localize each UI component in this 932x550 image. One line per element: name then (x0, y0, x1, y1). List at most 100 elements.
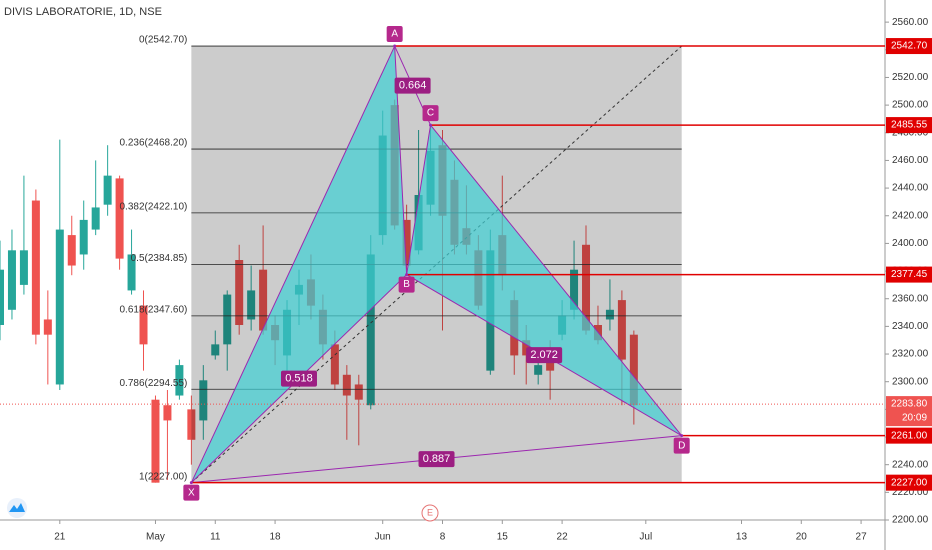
x-tick-label: May (146, 532, 165, 543)
ratio-label: 2.072 (530, 349, 558, 361)
ratio-label: 0.887 (423, 453, 451, 465)
point-label: X (188, 487, 195, 498)
y-tick-label: 2440.00 (892, 183, 929, 194)
x-tick-label: 27 (856, 532, 868, 543)
y-tick-label: 2500.00 (892, 100, 929, 111)
ratio-box (418, 451, 455, 468)
price-tag (886, 266, 932, 283)
point-label: D (678, 440, 685, 451)
y-tick-label: 2340.00 (892, 321, 929, 332)
candle-body (534, 365, 543, 375)
candle-body (223, 294, 232, 345)
candle-body (570, 269, 579, 310)
plot-area: 0(2542.70) 0.236(2468.20) 0.382(2422.10) 0.… (0, 35, 683, 484)
candle-body (0, 269, 4, 325)
price-tag-label: 2261.00 (891, 430, 928, 441)
candle-body (103, 175, 112, 205)
chart-title: DIVIS LABORATORIE, 1D, NSE (4, 6, 162, 18)
fib-label: 0.786(2294.55) (120, 378, 188, 389)
pattern-point (405, 273, 409, 277)
x-tick-label: 21 (54, 532, 66, 543)
candle-body (7, 250, 16, 310)
pattern-point (429, 123, 433, 127)
point-box (422, 105, 439, 122)
candle-body (605, 309, 614, 320)
point-label: C (427, 108, 434, 119)
candle-body (402, 219, 411, 266)
candle-body (67, 235, 76, 266)
x-tick-label: 13 (736, 532, 748, 543)
last-price-tag (886, 396, 932, 427)
pattern-point (680, 434, 684, 438)
x-tick-label: Jun (375, 532, 391, 543)
y-tick-label: 2240.00 (892, 459, 929, 470)
price-tag (886, 427, 932, 444)
x-tick-label: Jul (639, 532, 652, 543)
candle-body (19, 250, 28, 285)
candle-body (259, 269, 268, 331)
fib-label: 0.382(2422.10) (120, 201, 188, 212)
last-price-label: 2283.80 (891, 399, 928, 410)
candle-body (127, 254, 136, 291)
x-tick-label: 20 (796, 532, 808, 543)
ratio-label: 0.518 (285, 373, 313, 385)
candle-body (366, 254, 375, 406)
price-tag-label: 2377.45 (891, 269, 928, 280)
candle-body (629, 334, 638, 406)
price-tag (886, 38, 932, 55)
fib-label: 0(2542.70) (139, 35, 187, 46)
x-tick-label: 11 (210, 532, 221, 543)
y-tick-label: 2320.00 (892, 349, 929, 360)
candle-body (247, 290, 256, 320)
candle-body (199, 380, 208, 421)
ratio-box (526, 347, 563, 364)
y-tick-label: 2300.00 (892, 376, 929, 387)
y-tick-label: 2520.00 (892, 72, 929, 83)
candle-body (55, 229, 64, 385)
logo (7, 498, 27, 518)
ratio-label: 0.664 (399, 79, 427, 91)
x-tick-label: 8 (440, 532, 446, 543)
point-box (673, 437, 690, 454)
candle-body (342, 374, 351, 396)
price-tag-label: 2227.00 (891, 477, 928, 488)
ratio-box (280, 370, 317, 387)
countdown-label: 20:09 (902, 413, 927, 424)
candle-body (582, 244, 591, 331)
y-tick-label: 2360.00 (892, 293, 929, 304)
candle-body (151, 399, 160, 483)
fib-label: 0.5(2384.85) (131, 253, 188, 264)
y-tick-label: 2400.00 (892, 238, 929, 249)
candle-body (617, 300, 626, 360)
candle-body (330, 344, 339, 385)
y-tick-label: 2460.00 (892, 155, 929, 166)
y-tick-label: 2560.00 (892, 17, 929, 28)
fib-label: 1(2227.00) (139, 471, 187, 482)
candle-body (211, 344, 220, 356)
point-box (386, 26, 403, 43)
y-tick-label: 2220.00 (892, 487, 929, 498)
fib-diagonal (191, 45, 683, 484)
candle-body (187, 409, 196, 440)
ratio-box (394, 77, 431, 94)
y-tick-label: 2200.00 (892, 515, 929, 526)
price-tag-label: 2542.70 (891, 41, 928, 52)
candle-body (139, 305, 148, 345)
x-tick-label: 15 (497, 532, 509, 543)
candle-body (522, 340, 531, 356)
candle-body (175, 365, 184, 396)
event-circle (421, 504, 439, 522)
candle-body (31, 200, 40, 335)
price-tag-label: 2485.55 (891, 120, 928, 131)
candle-body (115, 178, 124, 259)
fib-label: 0.236(2468.20) (120, 138, 188, 149)
x-tick-label: 18 (270, 532, 282, 543)
candle-body (79, 219, 88, 255)
point-label: B (403, 279, 410, 290)
candle-body (354, 384, 363, 400)
point-box (183, 484, 200, 501)
point-label: A (391, 29, 398, 40)
candle-body (91, 207, 100, 230)
pattern-point (393, 44, 397, 48)
